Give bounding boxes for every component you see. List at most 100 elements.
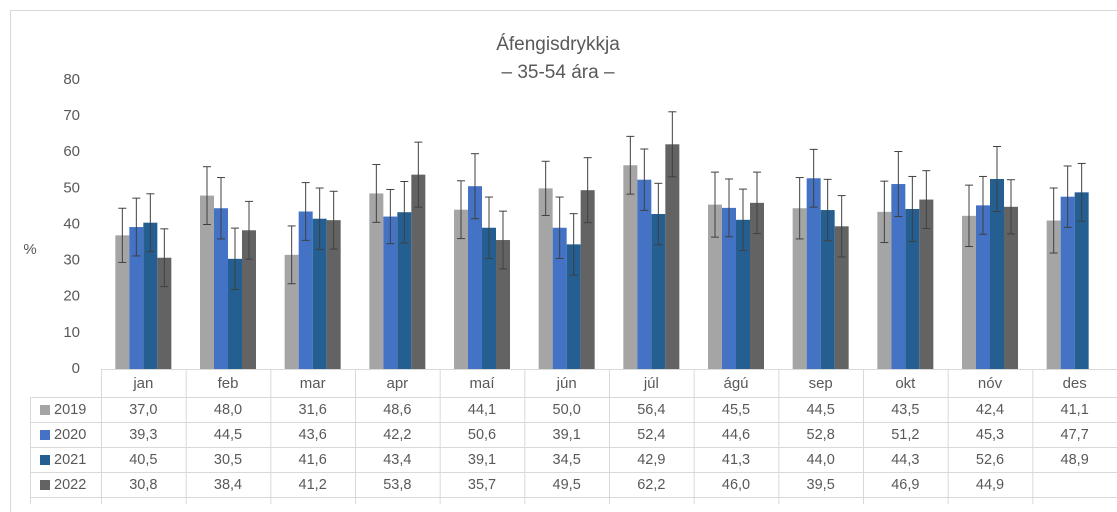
error-bar [922,170,931,229]
table-cell: 39,1 [468,452,496,468]
error-bar [160,228,169,288]
table-cell: 44,1 [468,402,496,418]
error-bar [386,188,395,245]
bar [143,222,158,369]
error-bar [414,141,423,208]
error-bar [499,210,507,270]
error-bar [1049,187,1058,254]
error-bar [753,171,761,235]
error-bar [809,148,818,208]
bar [1046,220,1061,369]
error-bar [979,175,987,235]
table-cell: 49,5 [553,477,581,493]
bar [115,235,130,369]
bar [397,212,412,369]
error-bar [146,193,155,253]
legend-swatch [40,405,50,415]
error-bar [837,195,846,258]
bar [552,227,567,369]
bar [228,258,242,369]
bar [820,210,835,369]
table-cell: 47,7 [1061,427,1089,443]
table-cell: 44,3 [891,452,919,468]
table-cell: 38,4 [214,477,242,493]
table-cell: 53,8 [383,477,411,493]
legend-label: 2022 [54,477,86,493]
bar [1060,196,1075,369]
table-cell: 52,4 [637,427,665,443]
bar [326,220,341,369]
bar [891,184,906,369]
error-bar [654,182,663,246]
error-bar [555,196,564,259]
table-cell: 62,2 [637,477,665,493]
error-bar [640,148,649,211]
y-tick-label: 30 [63,252,80,269]
legend-swatch [40,455,50,465]
error-bar [569,213,578,276]
x-tick-label: júl [643,375,659,392]
table-cell: 44,5 [214,427,242,443]
table-cell: 52,6 [976,452,1004,468]
table-cell: 42,2 [383,427,411,443]
bar [580,190,595,369]
table-cell: 35,7 [468,477,496,493]
y-tick-label: 20 [63,288,80,305]
legend-swatch [40,480,50,490]
x-tick-label: nóv [978,375,1003,392]
error-bar [541,160,550,216]
table-cell: 51,2 [891,427,919,443]
error-bar [711,171,719,238]
table-cell: 43,5 [891,402,919,418]
chart-subtitle: – 35-54 ára – [501,62,614,83]
bar [905,208,920,369]
error-bar [217,177,225,240]
x-tick-label: sep [809,375,833,392]
table-cell: 41,1 [1061,402,1089,418]
bar [637,179,652,369]
bar [834,226,849,369]
table-cell: 39,5 [807,477,835,493]
bar [538,188,553,369]
bar [750,202,764,369]
y-tick-label: 50 [63,179,80,196]
table-cell: 43,4 [383,452,411,468]
table-cell: 46,0 [722,477,750,493]
error-bar [823,178,832,242]
bar [214,208,228,369]
bar [736,219,750,369]
table-cell: 39,1 [553,427,581,443]
error-bar [583,157,592,224]
table-cell: 56,4 [637,402,665,418]
table-cell: 31,6 [299,402,327,418]
bar [383,216,398,369]
bar [722,207,736,369]
table-cell: 37,0 [129,402,157,418]
error-bar [287,225,296,285]
error-bar [400,181,409,244]
x-tick-label: maí [469,375,495,392]
y-axis-label: % [23,241,36,258]
x-tick-label: jan [132,375,153,392]
bar [792,208,807,369]
bar [708,204,722,369]
bar [369,193,384,369]
y-tick-label: 40 [63,215,80,232]
bar [454,209,468,369]
bar [411,174,426,369]
bar [623,165,638,369]
table-cell: 30,8 [129,477,157,493]
bar [129,227,144,369]
bar [976,205,990,369]
table-cell: 41,2 [299,477,327,493]
bar [990,178,1004,369]
bar [242,230,256,369]
legend-label: 2021 [54,452,86,468]
error-bar [965,184,973,248]
error-bar [668,111,677,178]
table-cell: 48,9 [1061,452,1089,468]
chart-title: Áfengisdrykkja [496,34,620,55]
legend-label: 2019 [54,402,86,418]
error-bar [1077,162,1086,222]
error-bar [908,175,917,242]
